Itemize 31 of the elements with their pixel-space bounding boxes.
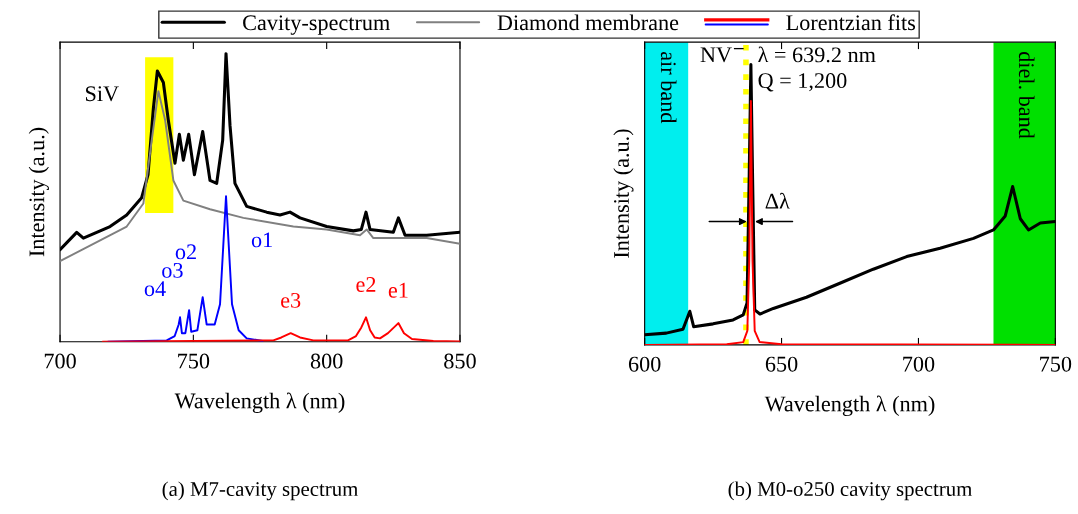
y-axis-title: Intensity (a.u.) xyxy=(28,127,49,257)
x-tick-label: 700 xyxy=(903,356,935,372)
annotation: o3 xyxy=(162,262,183,278)
x-tick-label: 750 xyxy=(178,353,210,369)
annotation: o2 xyxy=(175,244,196,260)
annotation: e2 xyxy=(356,277,376,292)
x-tick-label: 700 xyxy=(44,353,76,369)
annotation: SiV xyxy=(86,86,119,102)
x-tick-label: 600 xyxy=(628,356,661,372)
x-tick-label: 750 xyxy=(1040,356,1072,372)
annotation: Q = 1,200 xyxy=(758,73,847,92)
ref-line-label: NV$^{−}$ xyxy=(700,47,744,63)
band-label: diel. band xyxy=(1018,52,1035,139)
annotation: e3 xyxy=(281,292,301,308)
legend-label: Diamond membrane xyxy=(497,14,679,31)
annotation: o4 xyxy=(144,281,166,297)
legend-label: Lorentzian fits xyxy=(786,14,916,31)
x-tick-label: 850 xyxy=(444,353,476,369)
annotation: e1 xyxy=(388,282,408,298)
legend-label: Cavity-spectrum xyxy=(243,15,390,35)
x-axis-title: Wavelength λ (nm) xyxy=(174,392,345,413)
band-label: air band xyxy=(660,52,677,124)
x-tick-label: 650 xyxy=(765,356,798,372)
text: λ = 639.2 nm xyxy=(758,46,876,63)
text: (b) M0-o250 cavity spectrum xyxy=(728,481,973,501)
annotation: o1 xyxy=(251,232,272,248)
text: (a) M7-cavity spectrum xyxy=(162,481,359,501)
annotation: Δλ xyxy=(765,192,790,209)
x-axis-title: Wavelength λ (nm) xyxy=(764,395,935,417)
x-tick-label: 800 xyxy=(310,353,343,369)
y-axis-title: Intensity (a.u.) xyxy=(613,129,634,258)
